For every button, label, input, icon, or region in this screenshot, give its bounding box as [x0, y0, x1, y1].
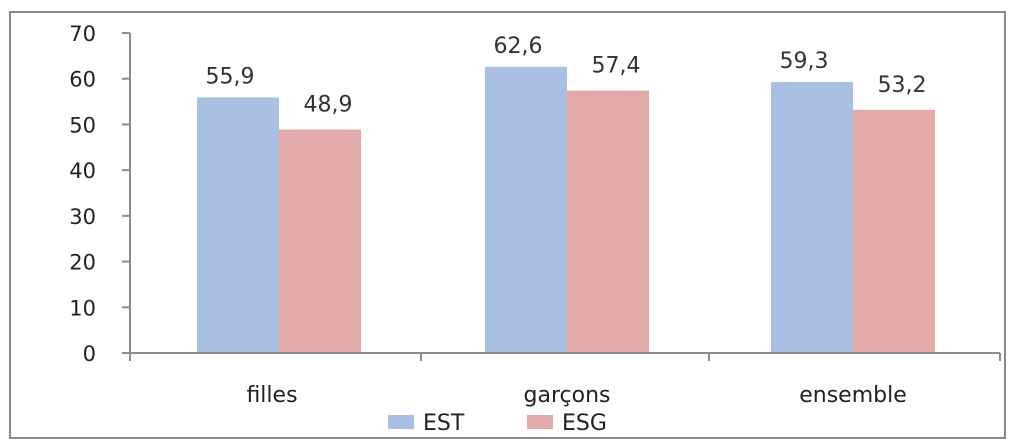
y-tick-label: 30 [69, 205, 96, 229]
category-label: filles [246, 383, 297, 408]
y-tick-label: 50 [69, 113, 96, 137]
chart-border [9, 11, 1006, 439]
data-label-est-1: 62,6 [494, 34, 543, 59]
y-tick-label: 70 [69, 22, 96, 46]
legend-label-est: EST [423, 411, 465, 436]
bar-est-1 [485, 66, 567, 353]
category-label: garçons [524, 383, 611, 408]
bar-esg-0 [279, 129, 361, 353]
axes [122, 33, 1001, 361]
bar-est-0 [197, 97, 279, 353]
y-tick-label: 10 [69, 296, 96, 320]
legend-label-esg: ESG [562, 411, 607, 436]
legend-swatch-esg [527, 415, 553, 429]
y-axis-ticks: 0 10 20 30 40 50 60 70 [69, 22, 130, 366]
bar-esg-1 [567, 90, 649, 353]
y-tick-label: 40 [69, 159, 96, 183]
y-tick-label: 0 [83, 342, 96, 366]
legend-swatch-est [388, 415, 414, 429]
data-label-esg-1: 57,4 [592, 54, 641, 79]
x-axis-categories: filles garçons ensemble [246, 383, 906, 408]
bar-est-2 [771, 81, 853, 354]
data-label-esg-2: 53,2 [878, 73, 927, 98]
data-label-est-0: 55,9 [206, 64, 255, 89]
y-tick-label: 20 [69, 251, 96, 275]
data-labels: 55,9 48,9 62,6 57,4 59,3 53,2 [206, 34, 927, 118]
data-label-esg-0: 48,9 [304, 92, 353, 117]
data-label-est-2: 59,3 [780, 49, 829, 74]
category-label: ensemble [799, 383, 907, 408]
y-tick-label: 60 [69, 68, 96, 92]
legend: EST ESG [388, 411, 607, 436]
bar-esg-2 [853, 109, 935, 353]
bars [197, 66, 935, 354]
